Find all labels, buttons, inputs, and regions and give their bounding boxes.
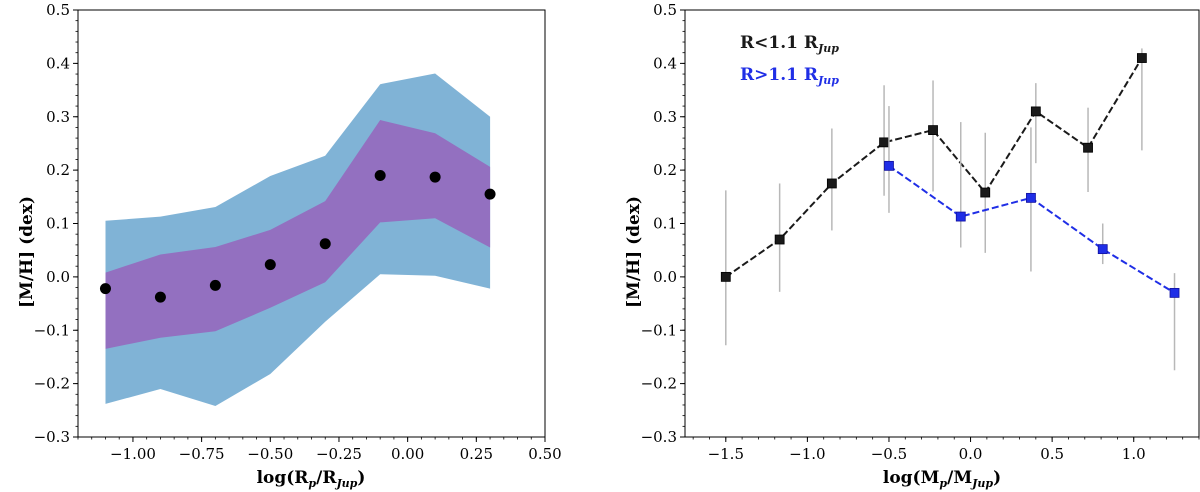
left-y-tick-label: −0.2	[34, 375, 70, 393]
right-x-label-main: log(M	[883, 468, 940, 488]
right-y-tick-label: 0.4	[653, 54, 677, 72]
median-point	[484, 188, 496, 200]
series-small-radius	[720, 48, 1147, 346]
left-x-tick-label: −0.25	[316, 445, 362, 463]
left-ticks: −1.00 −0.75 −0.50 −0.25 0.00 0.25 0.50 −0.3 −0.2…	[34, 1, 562, 463]
right-ticks: −1.5 −1.0 −0.5 0.0 0.5 1.0 −0.3 −0.2 −0.1 0.0 0.1 0…	[641, 1, 1200, 463]
right-x-tick-label: −1.5	[708, 445, 744, 463]
left-x-tick-label: 0.50	[528, 445, 561, 463]
right-x-tick-label: −0.5	[871, 445, 907, 463]
right-x-tick-label: 1.0	[1122, 445, 1146, 463]
median-point	[319, 238, 331, 250]
data-marker	[1030, 106, 1041, 117]
data-marker	[980, 187, 991, 198]
right-y-axis-label: [M/H] (dex)	[624, 196, 644, 308]
data-marker	[1026, 192, 1036, 203]
median-point	[429, 171, 441, 183]
legend: R<1.1 RJup R>1.1 RJup	[740, 33, 839, 87]
legend-entry-large-radius: R>1.1 RJup	[740, 65, 839, 87]
left-y-tick-label: −0.3	[34, 428, 70, 446]
right-x-tick-label: 0.0	[959, 445, 983, 463]
legend-entry-large-radius-name: R>1.1 R	[740, 65, 819, 85]
legend-entry-small-radius: R<1.1 RJup	[740, 33, 839, 55]
inner-confidence-band	[105, 120, 491, 349]
right-panel: −1.5 −1.0 −0.5 0.0 0.5 1.0 −0.3 −0.2 −0.1 0.0 0.1 0…	[624, 1, 1200, 490]
right-y-tick-label: 0.1	[653, 215, 677, 233]
right-x-tick-label: −1.0	[789, 445, 825, 463]
right-x-axis-label: log(Mp/MJup)	[883, 468, 1001, 490]
series-line	[725, 57, 1143, 278]
right-y-tick-label: −0.2	[641, 375, 677, 393]
data-marker	[826, 178, 837, 189]
left-y-tick-label: 0.0	[46, 268, 70, 286]
left-x-tick-label: 0.00	[391, 445, 424, 463]
left-x-tick-label: −0.75	[179, 445, 225, 463]
right-x-label-sub2: Jup	[970, 477, 993, 490]
right-y-tick-label: −0.3	[641, 428, 677, 446]
median-point	[374, 169, 386, 181]
left-x-tick-label: 0.25	[460, 445, 493, 463]
data-marker	[1097, 244, 1108, 255]
left-x-label-sub2: Jup	[334, 477, 357, 490]
left-x-label-mid: /R	[316, 468, 337, 488]
data-marker	[774, 234, 785, 245]
right-y-tick-label: 0.0	[653, 268, 677, 286]
right-y-tick-label: −0.1	[641, 321, 677, 339]
left-x-label-end: )	[357, 468, 365, 488]
left-x-label-main: log(R	[257, 468, 310, 488]
left-y-axis-label: [M/H] (dex)	[17, 196, 37, 308]
left-bands	[105, 73, 491, 406]
left-y-tick-label: 0.1	[46, 215, 70, 233]
left-points	[99, 169, 496, 303]
legend-entry-small-radius-sub: Jup	[816, 42, 839, 55]
left-y-tick-label: −0.1	[34, 321, 70, 339]
median-point	[154, 291, 166, 303]
data-marker	[1083, 142, 1093, 153]
left-y-tick-label: 0.2	[46, 161, 70, 179]
left-panel: −1.00 −0.75 −0.50 −0.25 0.00 0.25 0.50 −0.3 −0.2…	[17, 1, 562, 490]
left-x-tick-label: −1.00	[110, 445, 156, 463]
right-y-tick-label: 0.2	[653, 161, 677, 179]
legend-entry-large-radius-sub: Jup	[816, 74, 839, 87]
left-x-axis-label: log(Rp/RJup)	[257, 468, 366, 490]
right-x-label-end: )	[993, 468, 1001, 488]
data-marker	[879, 137, 889, 148]
right-y-tick-label: 0.3	[653, 108, 677, 126]
right-y-tick-label: 0.5	[653, 1, 677, 19]
data-marker	[720, 271, 731, 282]
data-marker	[1136, 53, 1147, 63]
right-x-tick-label: 0.5	[1040, 445, 1064, 463]
median-point	[99, 283, 111, 295]
data-marker	[1169, 287, 1180, 298]
data-marker	[884, 160, 894, 171]
data-marker	[955, 211, 966, 222]
median-point	[264, 259, 276, 271]
right-x-label-mid: /M	[947, 468, 972, 488]
median-point	[209, 279, 221, 291]
left-y-tick-label: 0.3	[46, 108, 70, 126]
left-y-tick-label: 0.4	[46, 54, 70, 72]
data-marker	[928, 125, 938, 135]
series-large-radius	[884, 106, 1180, 371]
right-series	[720, 48, 1180, 371]
right-x-label-sub: p	[939, 477, 947, 490]
legend-entry-small-radius-name: R<1.1 R	[740, 33, 819, 53]
left-x-tick-label: −0.50	[247, 445, 293, 463]
left-x-label-sub: p	[308, 477, 316, 490]
left-y-tick-label: 0.5	[46, 1, 70, 19]
series-line	[888, 165, 1176, 294]
